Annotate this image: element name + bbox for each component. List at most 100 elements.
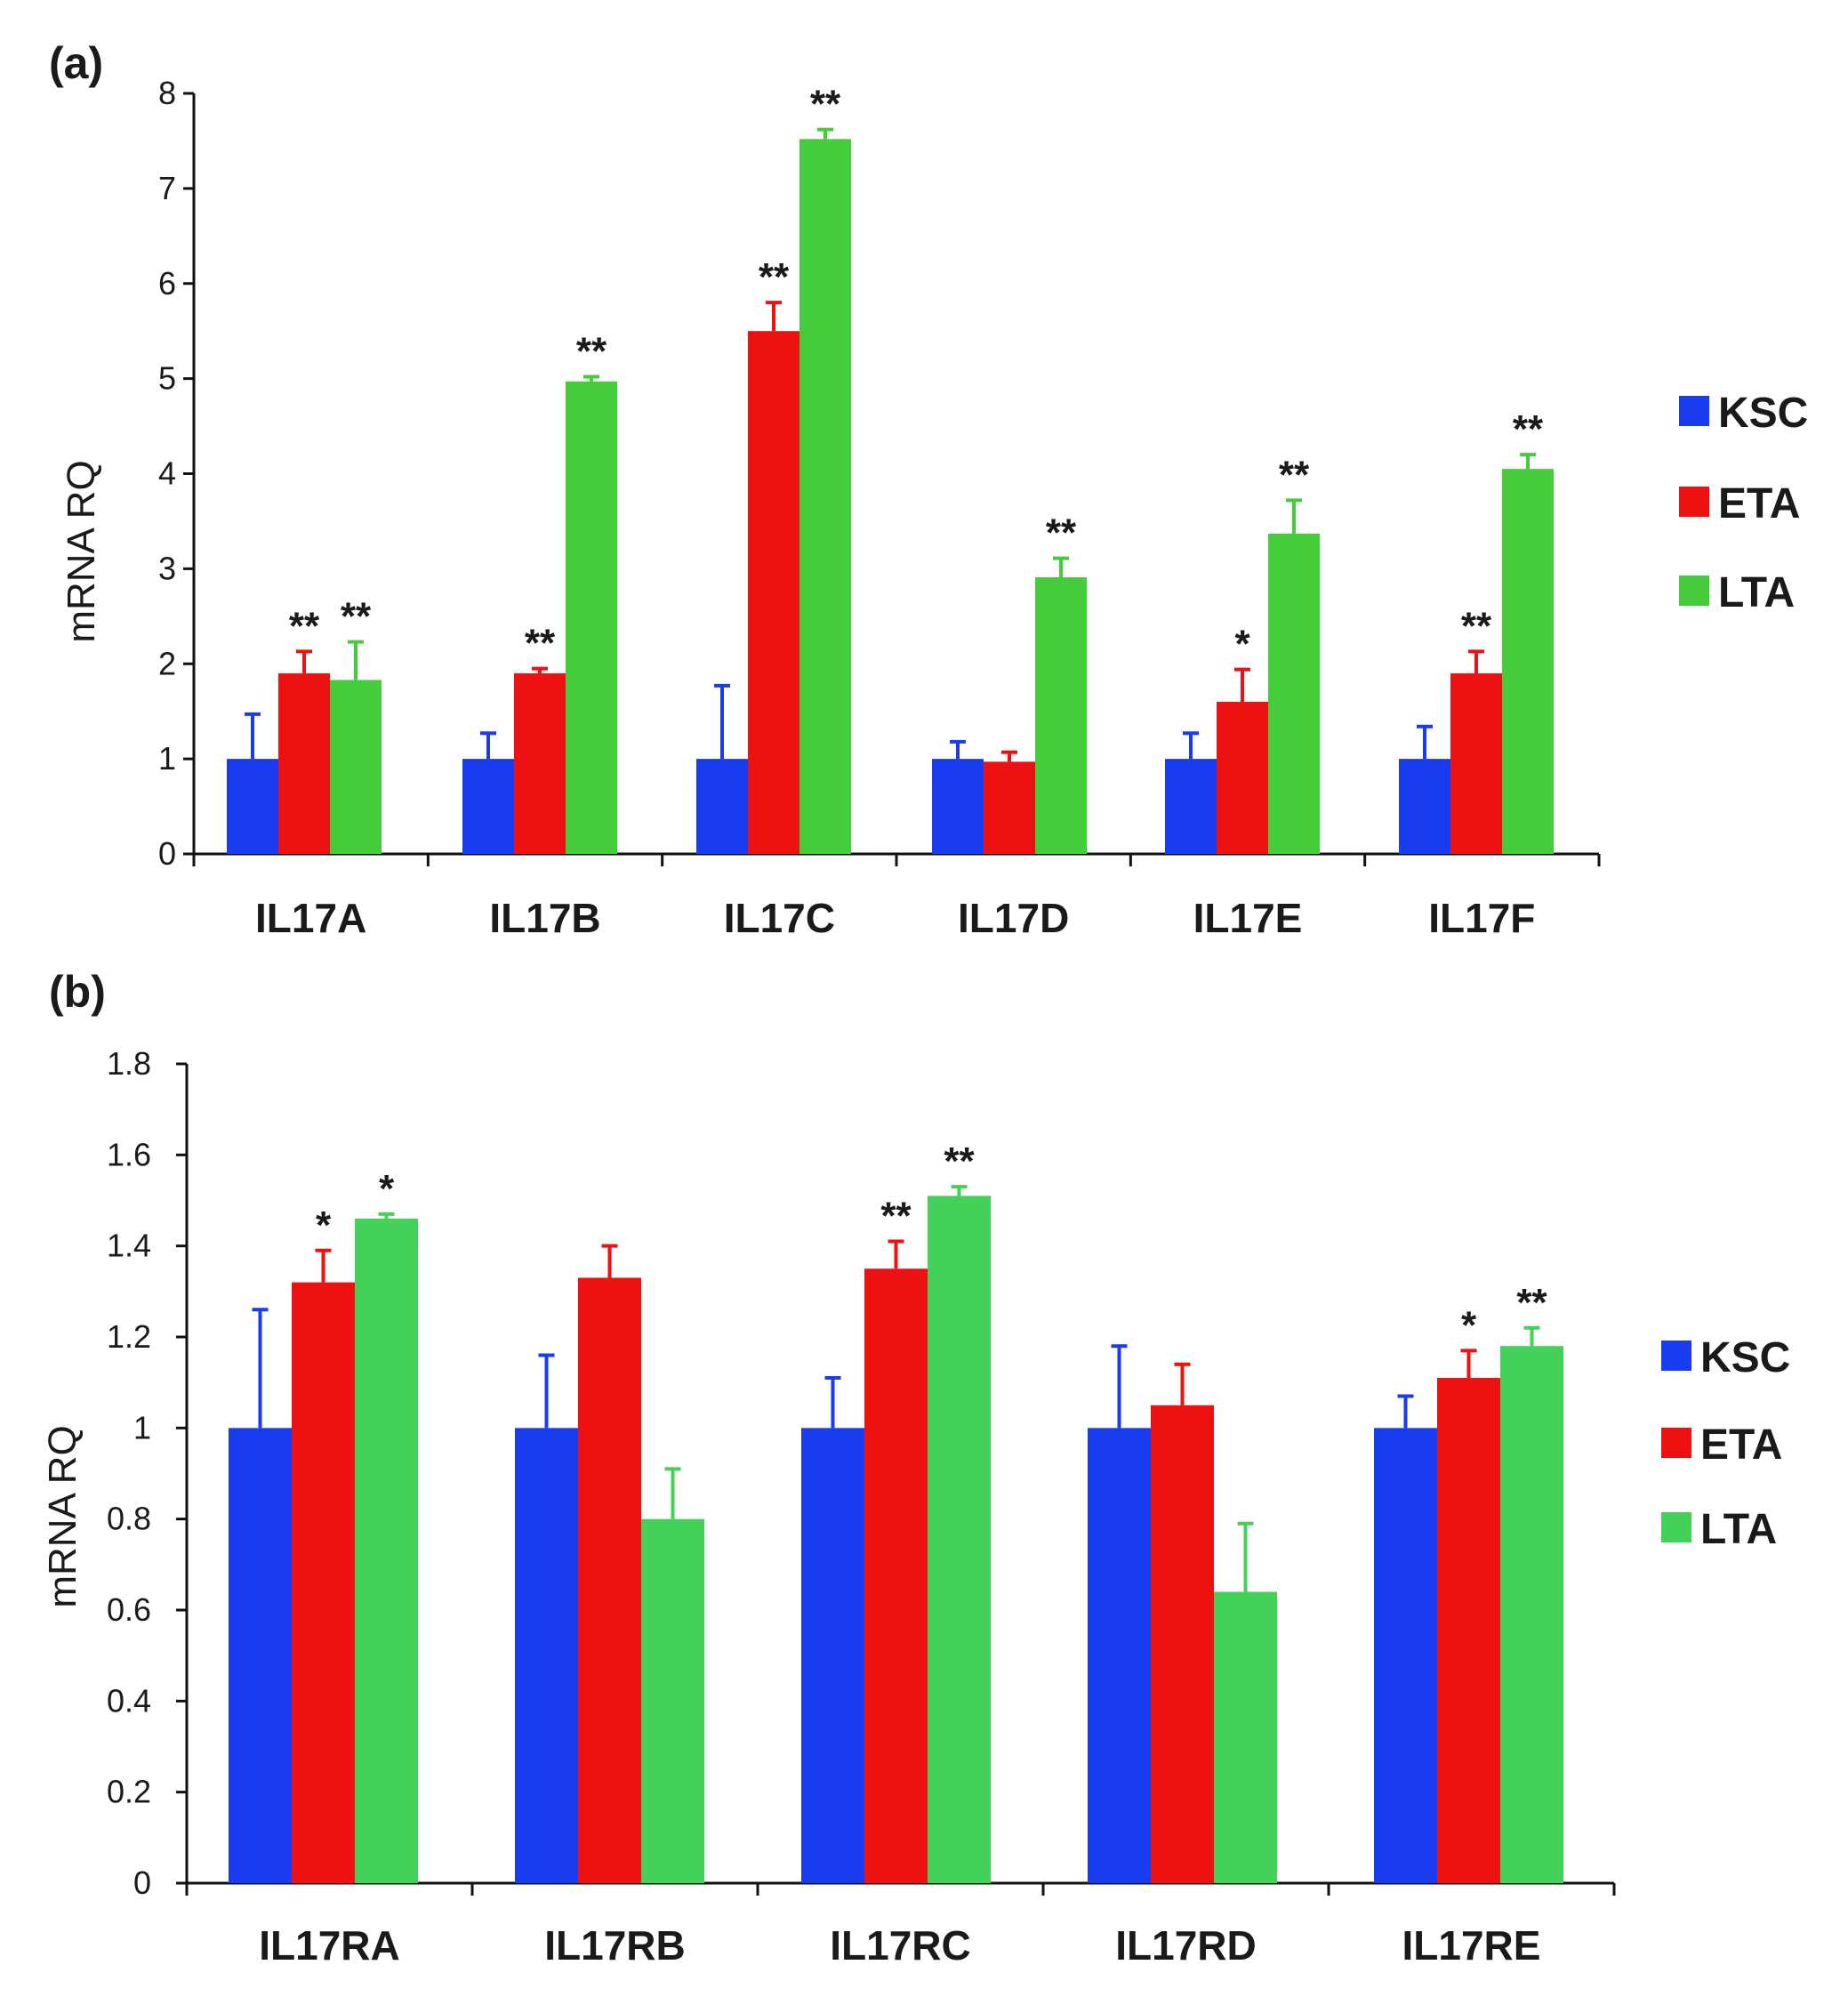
legend-b: KSC ETA LTA xyxy=(1661,1334,1790,1553)
bar-eta-il17f xyxy=(1450,672,1502,854)
significance-mark: ** xyxy=(1516,1281,1547,1325)
legend-swatch-eta xyxy=(1679,487,1709,517)
bar-lta-il17c xyxy=(799,139,851,855)
bar-eta-il17e xyxy=(1217,702,1268,854)
category-label-il17rc: IL17RC xyxy=(830,1922,970,1969)
significance-mark: ** xyxy=(576,329,607,373)
y-tick-label: 1.4 xyxy=(107,1228,151,1264)
legend-label-ksc: KSC xyxy=(1700,1334,1790,1381)
bar-lta-il17rb xyxy=(641,1518,704,1883)
y-axis-label-a: mRNA RQ xyxy=(60,460,103,642)
bar-eta-il17c xyxy=(748,331,799,854)
bar-group-il17a: ** ** xyxy=(227,595,382,854)
category-label-il17re: IL17RE xyxy=(1402,1922,1541,1969)
y-tick-label: 0.6 xyxy=(107,1591,151,1628)
bar-lta-il17rc xyxy=(928,1196,991,1883)
category-label-il17a: IL17A xyxy=(255,895,366,941)
bar-eta-il17ra xyxy=(292,1282,355,1883)
plot-area-b: 00.20.40.60.811.21.41.61.8**IL17RA IL17RB… xyxy=(107,1045,1616,1969)
legend-label-ksc: KSC xyxy=(1718,390,1808,437)
bar-ksc-il17f xyxy=(1399,759,1450,854)
bar-ksc-il17ra xyxy=(229,1428,292,1883)
y-tick-label: 0.2 xyxy=(107,1774,151,1810)
y-tick-label: 0 xyxy=(158,835,176,872)
panel-a: (a) mRNA RQ 0 1 2 3 4 5 6 7 8 ** ** IL17A ** ** IL17B *… xyxy=(49,38,1808,941)
bar-group-il17c: ** ** xyxy=(696,83,851,855)
bar-lta-il17e xyxy=(1268,533,1320,854)
category-label-il17ra: IL17RA xyxy=(259,1922,399,1969)
bar-eta-il17b xyxy=(514,672,566,854)
bar-ksc-il17e xyxy=(1165,759,1217,854)
significance-mark: * xyxy=(379,1167,395,1211)
legend-swatch-ksc xyxy=(1661,1341,1691,1371)
category-label-il17rd: IL17RD xyxy=(1115,1922,1256,1969)
bar-group-il17rc: ** ** xyxy=(801,1139,991,1883)
y-tick-label: 4 xyxy=(158,455,176,492)
bar-ksc-il17a xyxy=(227,759,278,854)
panel-b: (b) mRNA RQ 00.20.40.60.811.21.41.61.8**… xyxy=(41,967,1790,1969)
y-tick-label: 5 xyxy=(158,360,176,397)
bar-eta-il17re xyxy=(1437,1378,1500,1883)
y-tick-label: 8 xyxy=(158,75,176,111)
bar-ksc-il17rd xyxy=(1088,1428,1151,1883)
legend-swatch-lta xyxy=(1679,576,1709,606)
bar-ksc-il17b xyxy=(462,759,514,854)
bar-lta-il17re xyxy=(1500,1346,1563,1883)
bar-ksc-il17c xyxy=(696,759,748,854)
bar-group-il17rd xyxy=(1088,1344,1277,1883)
y-tick-label: 0.8 xyxy=(107,1501,151,1537)
legend-label-eta: ETA xyxy=(1700,1421,1782,1469)
significance-mark: ** xyxy=(1279,453,1310,496)
bar-lta-il17ra xyxy=(355,1218,418,1883)
bar-group-il17d: ** xyxy=(932,511,1087,854)
legend-swatch-ksc xyxy=(1679,396,1709,426)
significance-mark: ** xyxy=(525,622,556,665)
y-tick-label: 1.2 xyxy=(107,1318,151,1355)
y-tick-label: 1 xyxy=(158,740,176,777)
significance-mark: ** xyxy=(1046,511,1077,555)
bar-lta-il17a xyxy=(330,680,382,854)
bar-group-il17re: *** xyxy=(1374,1281,1563,1883)
bar-eta-il17rb xyxy=(578,1277,641,1883)
significance-mark: ** xyxy=(759,255,790,299)
bar-lta-il17f xyxy=(1502,469,1554,854)
bar-lta-il17b xyxy=(566,381,617,854)
category-label-il17f: IL17F xyxy=(1428,895,1535,941)
category-label-il17b: IL17B xyxy=(489,895,600,941)
bar-ksc-il17d xyxy=(932,759,984,854)
y-tick-label: 1.8 xyxy=(107,1045,151,1082)
bar-group-il17rb xyxy=(515,1244,704,1883)
category-label-il17rb: IL17RB xyxy=(544,1922,685,1969)
significance-mark: * xyxy=(316,1204,332,1247)
legend-swatch-lta xyxy=(1661,1512,1691,1542)
category-label-il17c: IL17C xyxy=(724,895,835,941)
category-label-il17e: IL17E xyxy=(1193,895,1303,941)
y-tick-label: 7 xyxy=(158,170,176,206)
legend-label-eta: ETA xyxy=(1718,480,1800,527)
bar-eta-il17rc xyxy=(864,1268,928,1883)
legend-label-lta: LTA xyxy=(1718,569,1795,616)
significance-mark: ** xyxy=(341,595,372,639)
bar-ksc-il17rb xyxy=(515,1428,578,1883)
bar-group-il17b: ** ** xyxy=(462,329,617,854)
legend-a: KSC ETA LTA xyxy=(1679,390,1808,616)
category-label-il17d: IL17D xyxy=(958,895,1069,941)
plot-area-a: 0 1 2 3 4 5 6 7 8 ** ** IL17A ** ** IL17B ** ** IL17C ** IL… xyxy=(158,75,1601,941)
bar-group-il17f: ** ** xyxy=(1399,407,1554,854)
significance-mark: * xyxy=(1234,623,1250,666)
significance-mark: ** xyxy=(810,83,841,126)
bar-eta-il17d xyxy=(984,761,1035,854)
y-tick-label: 0 xyxy=(133,1864,151,1901)
bar-ksc-il17rc xyxy=(801,1428,864,1883)
bar-lta-il17d xyxy=(1035,576,1087,854)
y-tick-label: 2 xyxy=(158,645,176,681)
bar-eta-il17a xyxy=(278,672,330,854)
y-tick-label: 0.4 xyxy=(107,1682,151,1719)
bar-group-il17ra: ** xyxy=(229,1167,418,1883)
panel-label-a: (a) xyxy=(49,38,103,88)
y-tick-label: 1.6 xyxy=(107,1136,151,1172)
bar-ksc-il17re xyxy=(1374,1428,1437,1883)
significance-mark: ** xyxy=(1513,407,1544,451)
legend-label-lta: LTA xyxy=(1700,1506,1777,1553)
